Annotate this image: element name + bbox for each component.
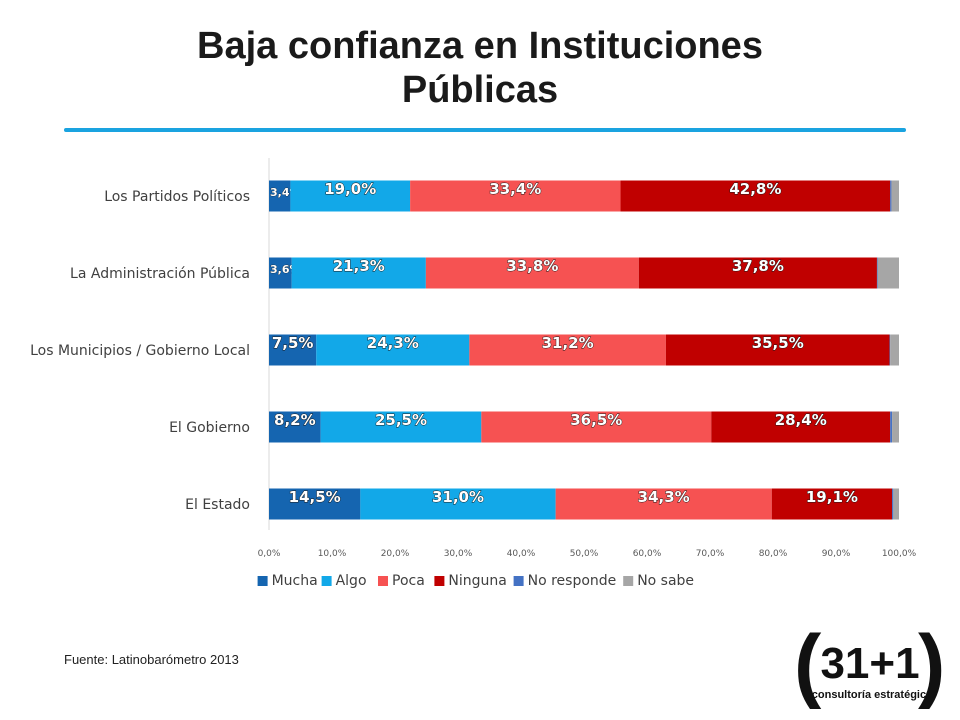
data-label: 28,4% [775, 411, 827, 429]
x-tick-label: 60,0% [633, 549, 662, 559]
legend-swatch [378, 576, 388, 586]
x-tick-label: 100,0% [882, 549, 917, 559]
data-label: 19,1% [806, 488, 858, 506]
bar-segment [889, 334, 891, 366]
bar-segment [665, 334, 890, 366]
bar-segment [425, 257, 639, 289]
bar-segment [890, 411, 893, 443]
bar-segment [269, 334, 317, 366]
bar-segment [316, 334, 470, 366]
bar-segment [360, 488, 556, 520]
data-label: 8,2% [274, 411, 316, 429]
data-label: 24,3% [367, 334, 419, 352]
bar-segment [638, 257, 877, 289]
data-label: 35,5% [752, 334, 804, 352]
legend-label: Mucha [272, 573, 318, 589]
bar-segment [291, 257, 426, 289]
category-label: El Gobierno [169, 420, 250, 436]
x-tick-label: 20,0% [381, 549, 410, 559]
bar-segment [876, 257, 878, 289]
logo-left-paren: ( [794, 626, 822, 710]
bar-segment [269, 257, 292, 289]
bar-segment [877, 257, 899, 289]
legend-swatch [434, 576, 445, 586]
x-tick-label: 80,0% [759, 549, 788, 559]
source-note: Fuente: Latinobarómetro 2013 [64, 652, 239, 667]
bar-segment [620, 180, 891, 212]
data-label: 21,3% [333, 257, 385, 275]
company-logo: ( 31+1 ) consultoría estratégica [794, 626, 945, 710]
data-label: 33,4% [489, 180, 541, 198]
legend-swatch [257, 576, 268, 586]
data-label: 14,5% [289, 488, 341, 506]
x-tick-label: 40,0% [507, 549, 536, 559]
bar-segment [891, 180, 899, 212]
x-tick-label: 90,0% [822, 549, 851, 559]
x-tick-label: 10,0% [318, 549, 347, 559]
page-title: Baja confianza en Instituciones Públicas [197, 25, 763, 111]
data-label: 7,5% [272, 334, 314, 352]
logo-right-paren: ) [918, 626, 945, 710]
bar-segment [892, 488, 894, 520]
x-tick-label: 30,0% [444, 549, 473, 559]
legend-label: Ninguna [448, 573, 506, 589]
data-label: 33,8% [506, 257, 558, 275]
x-tick-label: 0,0% [258, 549, 281, 559]
logo-tagline: consultoría estratégica [812, 689, 933, 701]
category-label: Los Municipios / Gobierno Local [30, 343, 250, 359]
legend-label: Algo [336, 573, 367, 589]
bar-segment [711, 411, 891, 443]
category-label: La Administración Pública [70, 266, 250, 282]
legend-swatch [321, 576, 332, 586]
data-label: 25,5% [375, 411, 427, 429]
data-label: 19,0% [324, 180, 376, 198]
data-label: 42,8% [729, 180, 781, 198]
bar-segment [890, 334, 899, 366]
title-divider [64, 128, 906, 132]
bar-segment [320, 411, 482, 443]
data-label: 31,2% [542, 334, 594, 352]
legend-swatch [513, 576, 524, 586]
bar-segment [469, 334, 666, 366]
stacked-bar-chart: Los Partidos Políticos 3,4% 19,0% 33,4% 42,8… [30, 158, 917, 589]
data-label: 37,8% [732, 257, 784, 275]
logo-mark: 31+1 [820, 639, 919, 688]
x-tick-label: 50,0% [570, 549, 599, 559]
bar-segment [290, 180, 411, 212]
x-tick-label: 70,0% [696, 549, 725, 559]
category-label: El Estado [185, 497, 250, 513]
bar-segment [269, 488, 361, 520]
bar-segment [890, 180, 892, 212]
bar-segment [481, 411, 712, 443]
data-label: 34,3% [638, 488, 690, 506]
bar-segment [269, 180, 291, 212]
bar-segment [771, 488, 893, 520]
legend-label: No sabe [637, 573, 694, 589]
bar-segment [410, 180, 621, 212]
data-label: 36,5% [570, 411, 622, 429]
legend-swatch [623, 576, 634, 586]
bar-segment [269, 411, 321, 443]
data-label: 31,0% [432, 488, 484, 506]
legend-label: Poca [392, 573, 425, 589]
category-label: Los Partidos Políticos [104, 189, 250, 205]
bar-segment [555, 488, 772, 520]
bar-segment [892, 411, 899, 443]
legend-label: No responde [528, 573, 617, 589]
bar-segment [893, 488, 899, 520]
